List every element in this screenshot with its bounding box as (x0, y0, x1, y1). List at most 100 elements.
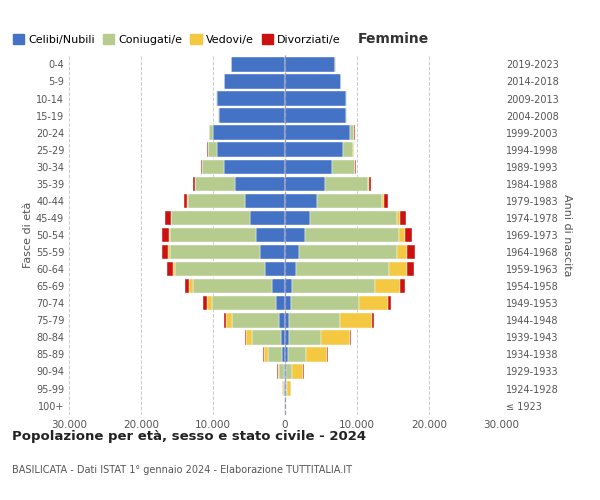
Bar (281, 330, 285, 344)
Bar (399, 228, 404, 242)
Bar (287, 382, 291, 396)
Bar (296, 262, 389, 276)
Bar (218, 108, 219, 123)
Bar (407, 262, 414, 276)
Bar (232, 313, 279, 328)
Bar (219, 108, 285, 123)
Bar (277, 296, 285, 310)
Bar (224, 74, 285, 88)
Bar (284, 364, 285, 378)
Bar (278, 364, 279, 378)
Bar (284, 382, 285, 396)
Bar (343, 142, 353, 157)
Bar (286, 382, 287, 396)
Bar (252, 330, 281, 344)
Legend: Celibi/Nubili, Coniugati/e, Vedovi/e, Divorziati/e: Celibi/Nubili, Coniugati/e, Vedovi/e, Di… (9, 30, 345, 50)
Bar (226, 313, 232, 328)
Bar (245, 330, 246, 344)
Bar (285, 296, 291, 310)
Bar (263, 347, 264, 362)
Bar (325, 176, 368, 191)
Bar (162, 228, 169, 242)
Bar (306, 347, 328, 362)
Bar (206, 296, 212, 310)
Bar (317, 194, 382, 208)
Text: BASILICATA - Dati ISTAT 1° gennaio 2024 - Elaborazione TUTTITALIA.IT: BASILICATA - Dati ISTAT 1° gennaio 2024 … (12, 465, 352, 475)
Bar (285, 364, 286, 378)
Bar (382, 194, 384, 208)
Bar (189, 279, 193, 293)
Bar (212, 296, 277, 310)
Bar (264, 347, 268, 362)
Bar (283, 382, 284, 396)
Bar (193, 176, 195, 191)
Bar (369, 176, 371, 191)
Bar (388, 296, 391, 310)
Text: Popolazione per età, sesso e stato civile - 2024: Popolazione per età, sesso e stato civil… (12, 430, 366, 443)
Text: Femmine: Femmine (358, 32, 428, 46)
Bar (285, 194, 317, 208)
Bar (170, 210, 171, 225)
Bar (282, 347, 285, 362)
Bar (285, 279, 292, 293)
Bar (184, 194, 187, 208)
Bar (305, 228, 399, 242)
Bar (208, 142, 217, 157)
Bar (285, 176, 325, 191)
Bar (368, 176, 369, 191)
Bar (169, 228, 170, 242)
Bar (231, 57, 285, 72)
Bar (285, 74, 341, 88)
Bar (359, 296, 388, 310)
Bar (350, 330, 351, 344)
Bar (203, 296, 206, 310)
Bar (285, 210, 310, 225)
Bar (188, 194, 245, 208)
Bar (213, 126, 285, 140)
Bar (224, 313, 226, 328)
Bar (340, 313, 372, 328)
Bar (299, 245, 397, 260)
Y-axis label: Anni di nascita: Anni di nascita (562, 194, 572, 276)
Bar (285, 313, 289, 328)
Bar (321, 330, 350, 344)
Bar (397, 245, 407, 260)
Bar (285, 245, 299, 260)
Bar (202, 160, 224, 174)
Bar (224, 160, 285, 174)
Bar (217, 92, 285, 106)
Bar (285, 142, 343, 157)
Bar (245, 194, 285, 208)
Bar (285, 228, 305, 242)
Bar (170, 245, 260, 260)
Bar (355, 160, 356, 174)
Bar (372, 313, 374, 328)
Bar (201, 160, 202, 174)
Bar (289, 313, 340, 328)
Bar (332, 160, 355, 174)
Bar (285, 262, 296, 276)
Bar (286, 364, 292, 378)
Bar (175, 262, 265, 276)
Bar (169, 245, 170, 260)
Bar (350, 126, 354, 140)
Bar (346, 108, 347, 123)
Bar (260, 245, 285, 260)
Bar (195, 176, 235, 191)
Bar (256, 228, 285, 242)
Bar (279, 364, 284, 378)
Bar (235, 176, 285, 191)
Bar (285, 330, 289, 344)
Bar (171, 210, 250, 225)
Bar (397, 210, 400, 225)
Bar (285, 382, 286, 396)
Bar (285, 347, 288, 362)
Bar (285, 57, 335, 72)
Y-axis label: Fasce di età: Fasce di età (23, 202, 33, 268)
Bar (285, 108, 346, 123)
Bar (310, 210, 397, 225)
Bar (404, 228, 412, 242)
Bar (389, 262, 407, 276)
Bar (291, 296, 359, 310)
Bar (375, 279, 400, 293)
